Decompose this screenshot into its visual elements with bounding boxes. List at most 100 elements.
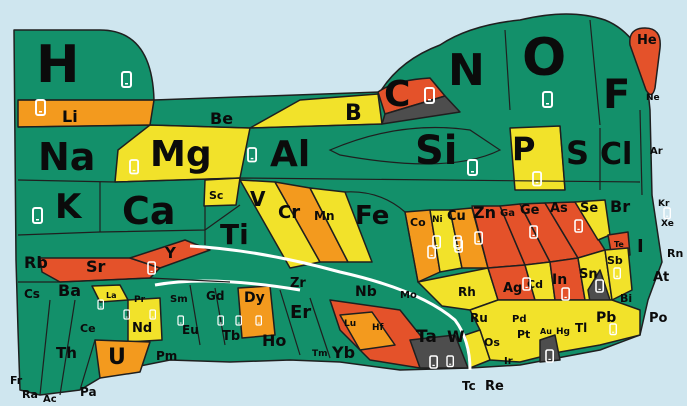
smartphone-icon: [522, 277, 531, 291]
element-Rh: Rh: [458, 285, 476, 299]
element-Er: Er: [290, 302, 311, 323]
cell-Hf: [339, 311, 396, 351]
element-Mo: Mo: [400, 290, 417, 301]
divider-lanth-4: [309, 297, 331, 359]
element-Th: Th: [56, 344, 77, 362]
divider-row-1: [17, 123, 383, 129]
smartphone-icon: [663, 207, 672, 220]
element-N: N: [448, 45, 485, 96]
element-Mg: Mg: [150, 134, 212, 175]
element-Fe: Fe: [355, 201, 389, 231]
element-F: F: [603, 72, 630, 118]
element-Tm: Tm: [312, 349, 328, 359]
element-H: H: [36, 35, 80, 95]
element-Se: Se: [580, 201, 598, 216]
divider-cl-ar: [639, 109, 643, 196]
smartphone-icon: [424, 87, 435, 104]
element-Dy: Dy: [244, 290, 265, 306]
element-He: He: [637, 33, 657, 48]
smartphone-icon: [595, 279, 604, 293]
element-V: V: [250, 187, 266, 211]
element-Fr: Fr: [10, 374, 23, 387]
element-Pd: Pd: [512, 314, 527, 325]
element-Nd: Nd: [132, 321, 152, 336]
smartphone-icon: [123, 309, 131, 320]
element-Pb: Pb: [596, 310, 616, 326]
element-Ru: Ru: [470, 311, 488, 325]
element-Tl: Tl: [575, 321, 587, 335]
element-Ne: Ne: [646, 93, 660, 103]
element-Ge: Ge: [520, 203, 540, 218]
element-Sn: Sn: [579, 267, 598, 282]
smartphone-icon: [574, 219, 583, 233]
element-Y: Y: [164, 244, 177, 262]
element-Hg: Hg: [556, 327, 570, 337]
divider-actin-2: [59, 299, 76, 396]
element-Br: Br: [610, 197, 630, 216]
smartphone-icon: [129, 159, 140, 175]
element-S: S: [566, 134, 589, 172]
divider-o-f: [589, 19, 601, 126]
element-Hf: Hf: [372, 323, 384, 333]
smartphone-icon: [217, 315, 225, 326]
smartphone-icon: [561, 287, 570, 301]
element-Eu: Eu: [182, 323, 199, 337]
element-Ac: Ac: [43, 394, 57, 405]
divider-actin-3: [79, 339, 96, 391]
element-K: K: [55, 187, 83, 227]
element-Ho: Ho: [262, 331, 286, 350]
element-Pr: Pr: [134, 295, 146, 305]
element-Zr: Zr: [290, 276, 306, 291]
element-Cr: Cr: [278, 202, 300, 223]
smartphone-icon: [446, 355, 455, 368]
element-Lu: Lu: [344, 319, 356, 329]
smartphone-icon: [121, 71, 132, 88]
cell-Mn: [309, 187, 373, 263]
element-Sc: Sc: [209, 189, 223, 202]
element-Ar: Ar: [650, 146, 663, 157]
smartphone-icon: [35, 99, 46, 116]
element-W: W: [447, 327, 465, 346]
smartphone-icon: [529, 225, 538, 239]
element-B: B: [345, 101, 362, 126]
element-Os: Os: [484, 336, 500, 349]
element-Ce: Ce: [80, 322, 96, 335]
divider-lanth-3: [279, 289, 301, 356]
element-Ga: Ga: [500, 208, 515, 219]
cell-Sb: [604, 247, 633, 301]
divider-row-4: [18, 277, 231, 283]
cell-Dy: [237, 285, 276, 339]
smartphone-icon: [32, 207, 43, 224]
smartphone-icon: [467, 159, 478, 176]
smartphone-icon: [545, 349, 554, 363]
element-Si: Si: [415, 128, 458, 174]
divider-actin-1: [39, 299, 51, 396]
element-Pm: Pm: [156, 349, 177, 363]
cell-He: [629, 27, 661, 96]
element-Nb: Nb: [355, 284, 377, 300]
smartphone-icon: [542, 91, 553, 108]
element-Mn: Mn: [314, 209, 334, 223]
element-Be: Be: [210, 109, 233, 128]
divider-lanth-1: [189, 284, 201, 346]
element-Cs: Cs: [24, 287, 40, 301]
smartphone-icon: [427, 245, 436, 259]
smartphone-icon: [613, 267, 622, 280]
element-Yb: Yb: [331, 343, 355, 362]
element-Sm: Sm: [170, 294, 188, 305]
element-Cu: Cu: [447, 209, 466, 224]
element-Po: Po: [649, 311, 668, 326]
element-Gd: Gd: [206, 289, 224, 303]
swoosh-divider: [189, 244, 472, 371]
element-Ra: Ra: [22, 388, 38, 401]
element-Ta: Ta: [416, 327, 437, 347]
element-O: O: [522, 28, 566, 88]
divider-fe: [344, 191, 419, 283]
element-Rb: Rb: [24, 253, 48, 272]
divider-row-3: [17, 204, 241, 236]
smartphone-icon: [454, 239, 463, 253]
element-U: U: [108, 345, 126, 370]
smartphone-icon: [149, 309, 157, 320]
element-Pt: Pt: [517, 328, 530, 341]
